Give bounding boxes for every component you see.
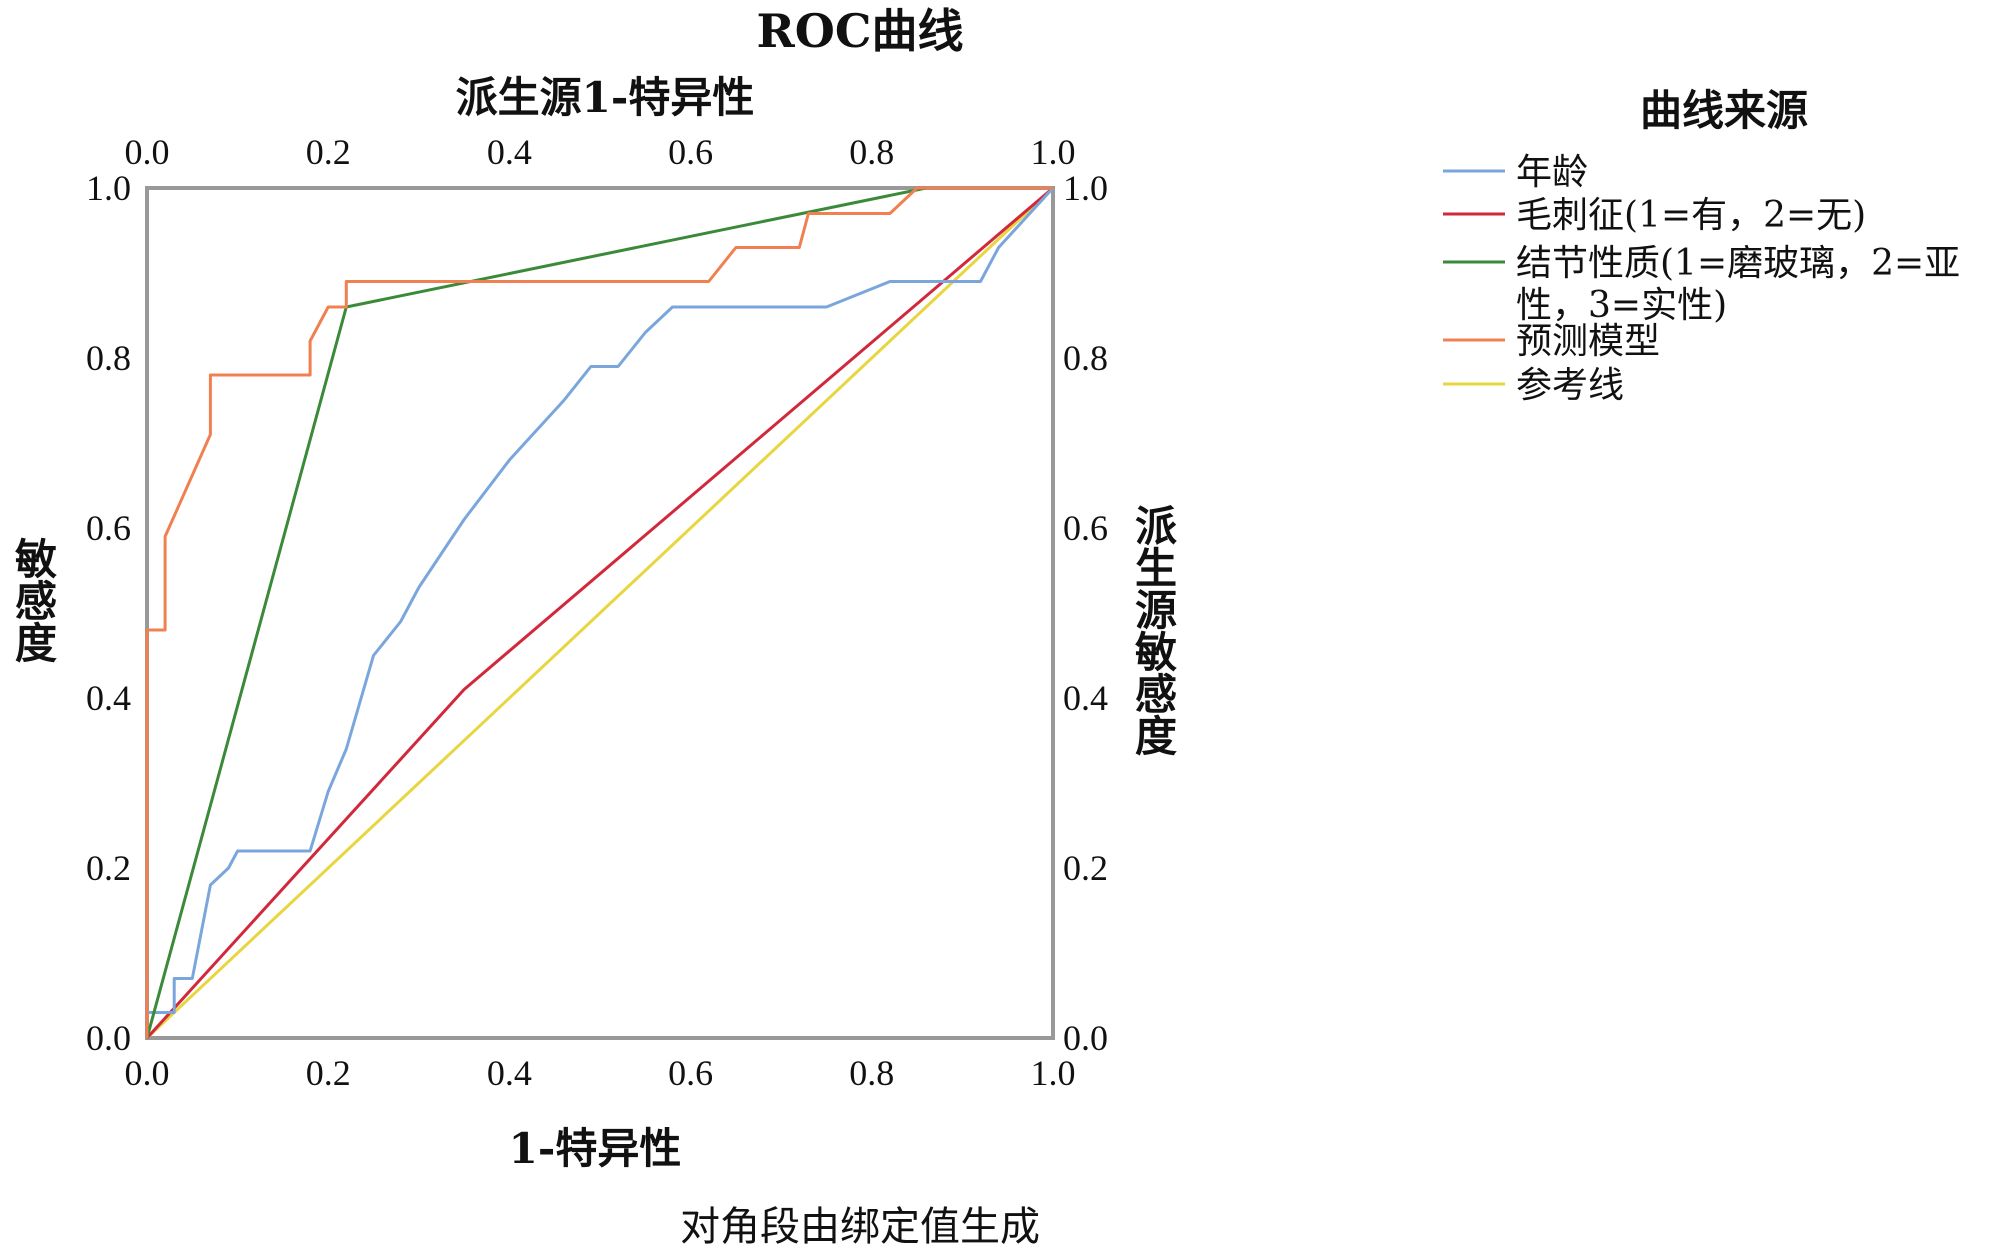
x2-tick-label: 0.6 (668, 132, 713, 172)
x2-tick-labels: 0.0 0.2 0.4 0.6 0.8 1.0 (125, 132, 1076, 172)
y-tick-labels: 0.0 0.2 0.4 0.6 0.8 1.0 (86, 168, 131, 1058)
series-line-3 (145, 186, 1053, 1038)
x-tick-label: 0.2 (306, 1053, 351, 1093)
y2-tick-label: 0.2 (1063, 848, 1108, 888)
legend-item: 预测模型 (1443, 321, 1660, 362)
footnote: 对角段由绑定值生成 (680, 1204, 1040, 1250)
x2-axis-title: 派生源1-特异性 (456, 73, 755, 122)
series-line-4 (145, 186, 1055, 1040)
series-line-1 (145, 186, 1054, 1040)
legend-label: 毛刺征(1=有，2=无) (1516, 195, 1866, 236)
x2-tick-label: 0.4 (487, 132, 532, 172)
legend-title: 曲线来源 (1640, 86, 1808, 135)
series-line-0 (145, 186, 1055, 1038)
x-tick-labels: 0.0 0.2 0.4 0.6 0.8 1.0 (125, 1053, 1076, 1093)
legend-label: 年龄 (1516, 152, 1588, 193)
x2-tick-label: 0.8 (849, 132, 894, 172)
y2-tick-labels: 0.0 0.2 0.4 0.6 0.8 1.0 (1063, 168, 1108, 1058)
x2-tick-label: 0.0 (125, 132, 170, 172)
series-lines (145, 186, 1055, 1040)
y2-tick-label: 0.8 (1063, 338, 1108, 378)
legend-label: 性，3=实性) (1516, 285, 1727, 326)
y-tick-label: 0.6 (86, 508, 131, 548)
x-tick-label: 0.4 (487, 1053, 532, 1093)
x2-tick-label: 0.2 (306, 132, 351, 172)
y-tick-label: 1.0 (86, 168, 131, 208)
x2-tick-label: 1.0 (1031, 132, 1076, 172)
legend-item: 年龄 (1443, 152, 1588, 193)
y-tick-label: 0.2 (86, 848, 131, 888)
y2-axis-title: 派生源敏感度 (1129, 504, 1178, 756)
legend-item: 结节性质(1=磨玻璃，2=亚性，3=实性) (1443, 243, 1960, 326)
x-tick-label: 0.6 (668, 1053, 713, 1093)
chart-title: ROC曲线 (757, 4, 964, 58)
legend-label: 预测模型 (1516, 321, 1660, 362)
x-tick-label: 1.0 (1031, 1053, 1076, 1093)
legend-label: 结节性质(1=磨玻璃，2=亚 (1516, 243, 1960, 284)
y-axis-title: 敏感度 (9, 537, 58, 663)
y2-tick-label: 0.4 (1063, 678, 1108, 718)
y2-tick-label: 0.0 (1063, 1018, 1108, 1058)
y-tick-label: 0.8 (86, 338, 131, 378)
y2-tick-label: 1.0 (1063, 168, 1108, 208)
y-tick-label: 0.0 (86, 1018, 131, 1058)
legend-label: 参考线 (1516, 365, 1624, 406)
x-axis-title: 1-特异性 (509, 1124, 682, 1173)
x-tick-label: 0.8 (849, 1053, 894, 1093)
plot-frame (145, 186, 1055, 1040)
legend-item: 毛刺征(1=有，2=无) (1443, 195, 1866, 236)
y2-tick-label: 0.6 (1063, 508, 1108, 548)
x-tick-label: 0.0 (125, 1053, 170, 1093)
legend-item: 参考线 (1443, 365, 1624, 406)
y-tick-label: 0.4 (86, 678, 131, 718)
